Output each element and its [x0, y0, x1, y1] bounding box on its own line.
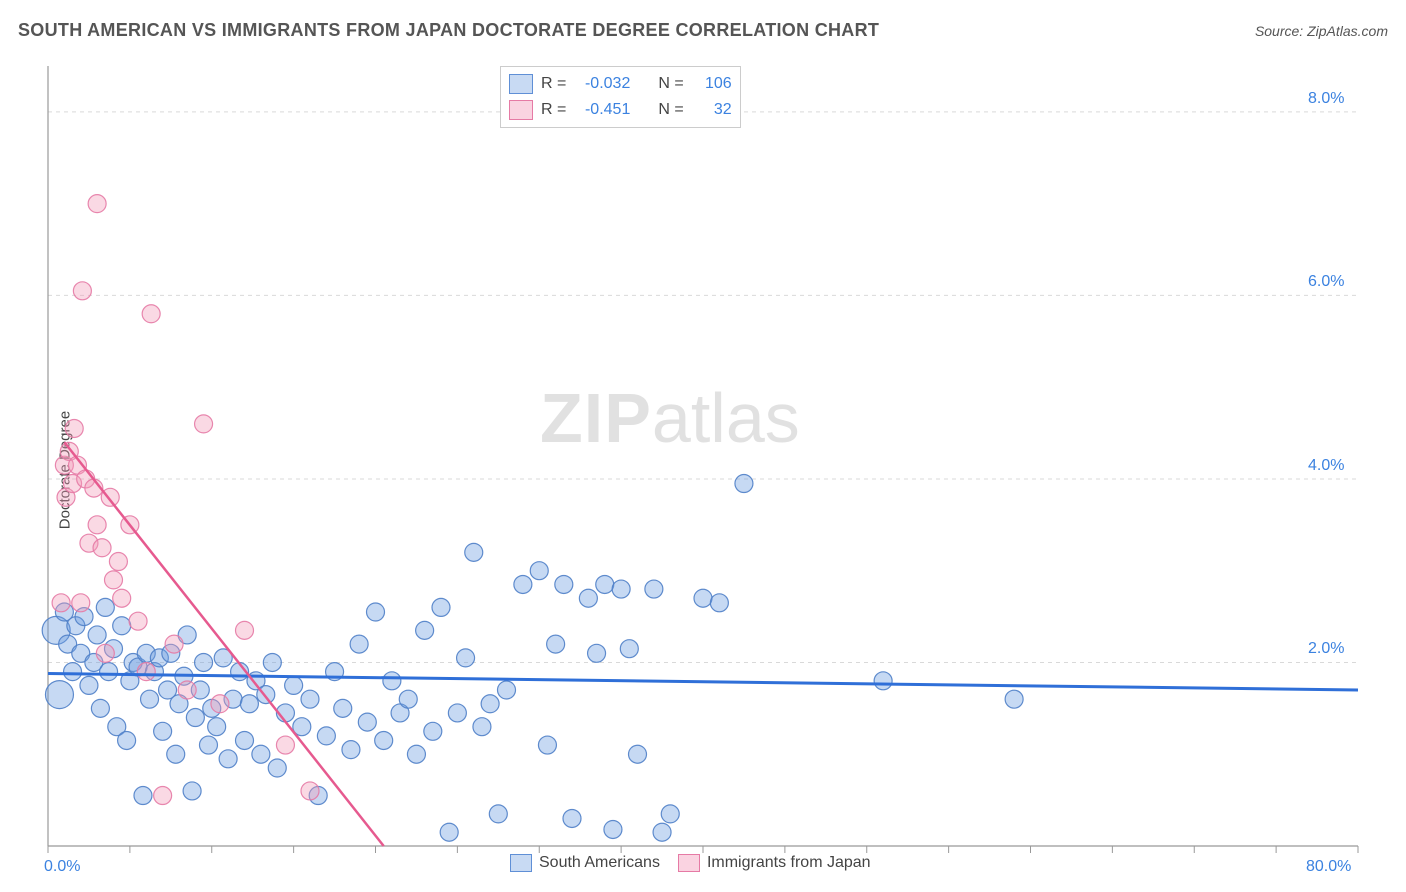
series-legend: South Americans Immigrants from Japan [510, 854, 871, 872]
legend-swatch [678, 854, 700, 872]
legend-swatch [510, 854, 532, 872]
series-swatch [509, 100, 533, 120]
chart-title: SOUTH AMERICAN VS IMMIGRANTS FROM JAPAN … [18, 20, 879, 41]
legend-label: South Americans [539, 854, 660, 872]
n-value: 106 [692, 75, 732, 93]
r-label: R = [541, 75, 566, 93]
chart-container: Doctorate Degree ZIPatlas R =-0.032N =10… [0, 48, 1406, 892]
y-tick-label: 6.0% [1308, 273, 1344, 291]
n-value: 32 [692, 101, 732, 119]
source-label: Source: ZipAtlas.com [1255, 23, 1388, 39]
stats-legend-box: R = -0.032 N = 106 R = -0.451 N = 32 [500, 66, 741, 128]
legend-item: South Americans [510, 854, 660, 872]
stats-row: R = -0.032 N = 106 [509, 71, 732, 97]
r-label: R = [541, 101, 566, 119]
x-axis-max-label: 80.0% [1306, 858, 1351, 876]
chart-header: SOUTH AMERICAN VS IMMIGRANTS FROM JAPAN … [18, 20, 1388, 41]
y-tick-label: 8.0% [1308, 90, 1344, 108]
legend-label: Immigrants from Japan [707, 854, 871, 872]
n-label: N = [658, 75, 683, 93]
stats-row: R = -0.451 N = 32 [509, 97, 732, 123]
x-axis-min-label: 0.0% [44, 858, 80, 876]
series-swatch [509, 74, 533, 94]
legend-item: Immigrants from Japan [678, 854, 871, 872]
r-value: -0.451 [574, 101, 630, 119]
y-tick-label: 4.0% [1308, 457, 1344, 475]
scatter-plot [0, 48, 1406, 892]
n-label: N = [658, 101, 683, 119]
y-tick-label: 2.0% [1308, 640, 1344, 658]
r-value: -0.032 [574, 75, 630, 93]
